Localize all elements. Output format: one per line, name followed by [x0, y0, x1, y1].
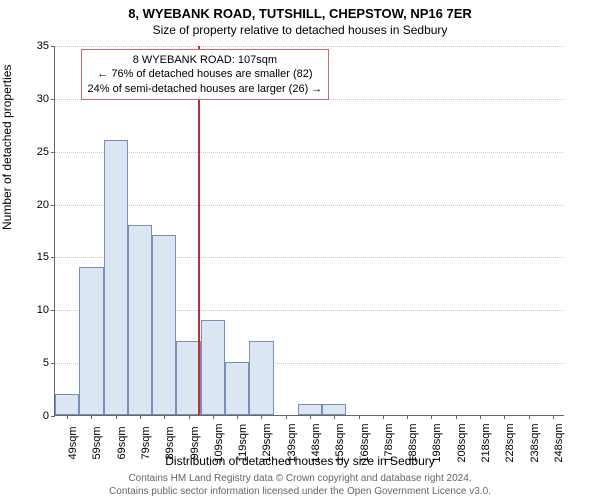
- xtick-mark: [456, 415, 457, 419]
- xtick-mark: [310, 415, 311, 419]
- xtick-mark: [529, 415, 530, 419]
- histogram-chart: 0510152025303549sqm59sqm69sqm79sqm89sqm9…: [54, 46, 564, 416]
- annotation-line: ← 76% of detached houses are smaller (82…: [88, 67, 323, 81]
- histogram-bar: [176, 341, 200, 415]
- y-axis-label: Number of detached properties: [0, 65, 14, 230]
- xtick-mark: [383, 415, 384, 419]
- ytick-label: 15: [37, 251, 55, 263]
- xtick-mark: [407, 415, 408, 419]
- xtick-mark: [553, 415, 554, 419]
- xtick-mark: [67, 415, 68, 419]
- ytick-label: 20: [37, 199, 55, 211]
- histogram-bar: [79, 267, 103, 415]
- histogram-bar: [201, 320, 225, 415]
- histogram-bar: [298, 404, 322, 415]
- xtick-mark: [431, 415, 432, 419]
- annotation-line: 24% of semi-detached houses are larger (…: [88, 82, 323, 96]
- footer-line-1: Contains HM Land Registry data © Crown c…: [0, 473, 600, 486]
- footer-line-2: Contains public sector information licen…: [0, 486, 600, 499]
- ytick-label: 5: [43, 357, 55, 369]
- xtick-mark: [359, 415, 360, 419]
- x-axis-label: Distribution of detached houses by size …: [0, 454, 600, 468]
- xtick-mark: [237, 415, 238, 419]
- xtick-mark: [480, 415, 481, 419]
- gridline: [55, 152, 564, 153]
- xtick-mark: [213, 415, 214, 419]
- ytick-label: 30: [37, 93, 55, 105]
- ytick-label: 0: [43, 410, 55, 422]
- histogram-bar: [104, 140, 128, 415]
- ytick-label: 25: [37, 146, 55, 158]
- footer-attribution: Contains HM Land Registry data © Crown c…: [0, 473, 600, 498]
- gridline: [55, 46, 564, 47]
- page-title: 8, WYEBANK ROAD, TUTSHILL, CHEPSTOW, NP1…: [0, 0, 600, 21]
- ytick-label: 35: [37, 40, 55, 52]
- annotation-box: 8 WYEBANK ROAD: 107sqm← 76% of detached …: [81, 49, 330, 100]
- xtick-mark: [91, 415, 92, 419]
- histogram-bar: [225, 362, 249, 415]
- page-subtitle: Size of property relative to detached ho…: [0, 21, 600, 37]
- histogram-bar: [128, 225, 152, 415]
- xtick-mark: [286, 415, 287, 419]
- xtick-mark: [116, 415, 117, 419]
- xtick-mark: [261, 415, 262, 419]
- histogram-bar: [152, 235, 176, 415]
- marker-line: [198, 46, 200, 415]
- histogram-bar: [55, 394, 79, 415]
- ytick-label: 10: [37, 304, 55, 316]
- xtick-mark: [140, 415, 141, 419]
- gridline: [55, 205, 564, 206]
- xtick-mark: [164, 415, 165, 419]
- xtick-mark: [504, 415, 505, 419]
- histogram-bar: [322, 404, 346, 415]
- histogram-bar: [249, 341, 273, 415]
- annotation-line: 8 WYEBANK ROAD: 107sqm: [88, 53, 323, 67]
- xtick-mark: [189, 415, 190, 419]
- xtick-mark: [334, 415, 335, 419]
